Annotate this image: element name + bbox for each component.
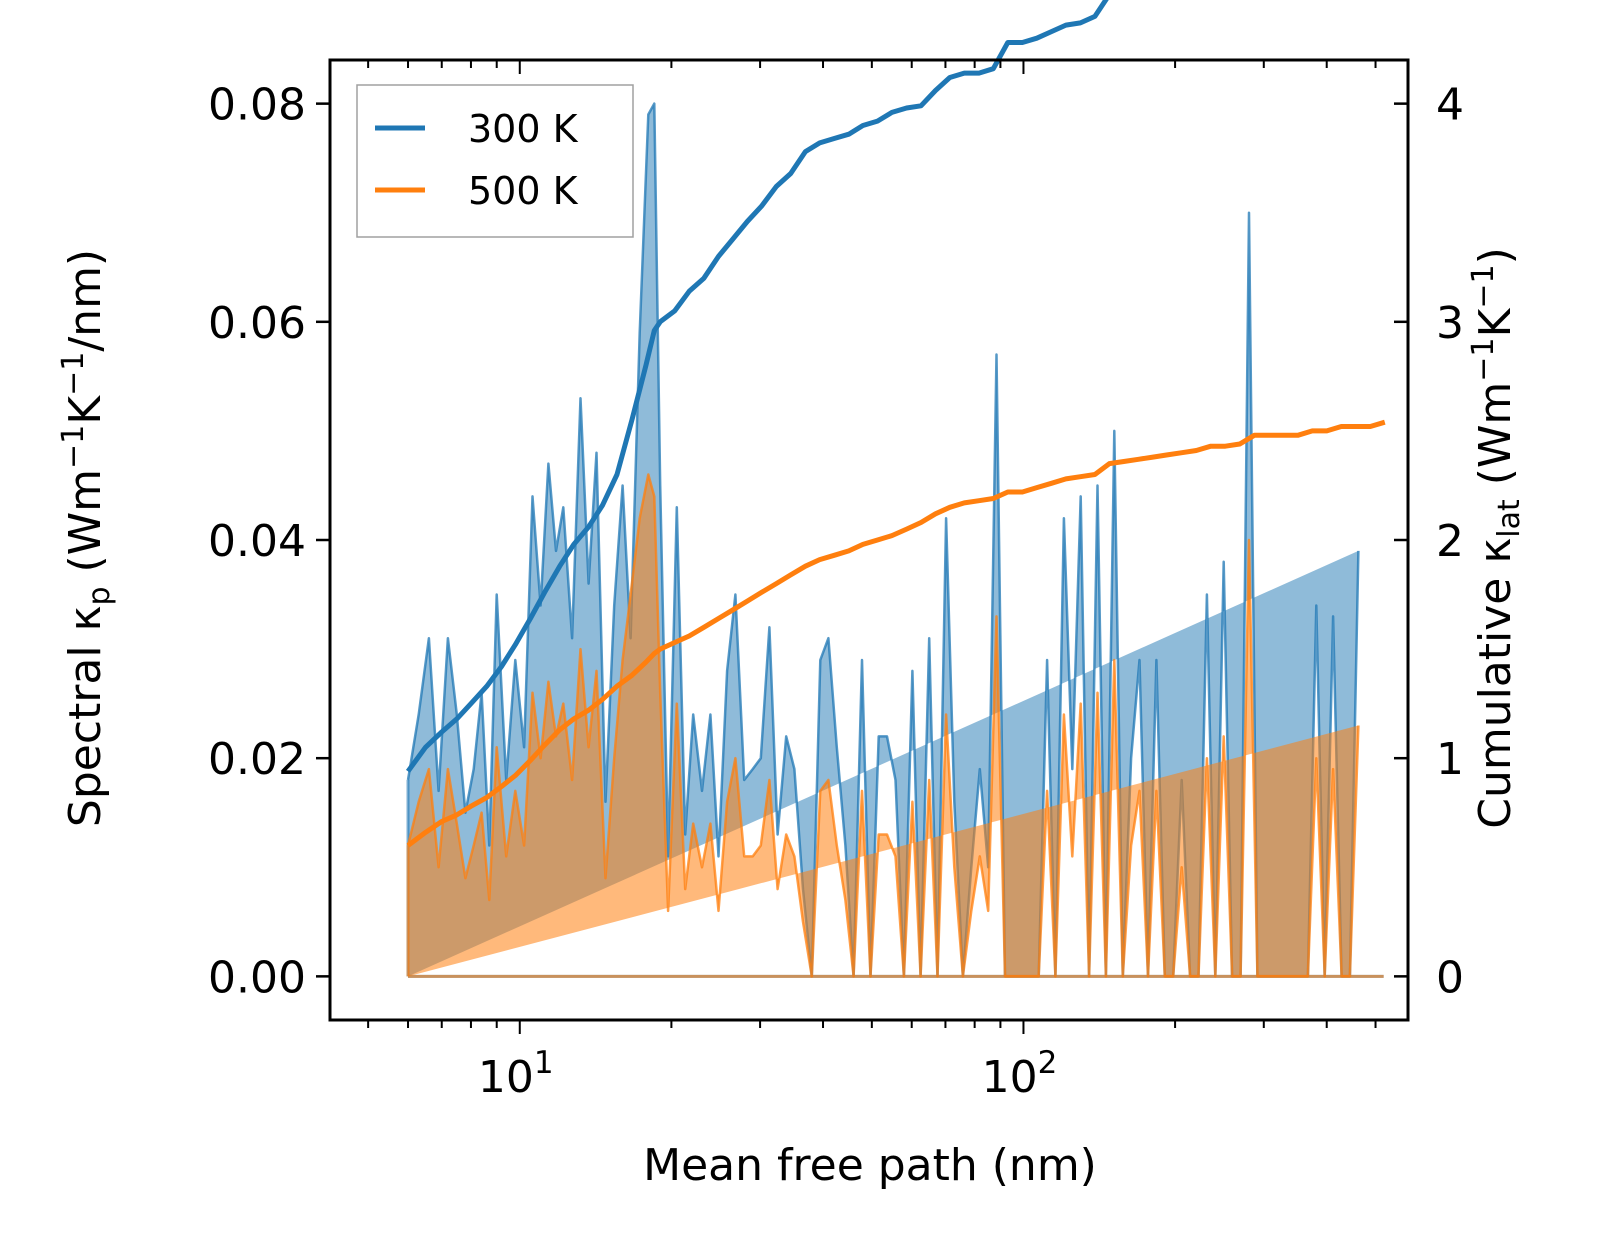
y2-axis-title-end: ) — [1470, 247, 1521, 264]
y-tick-label-4: 0.08 — [208, 80, 306, 131]
legend-label-300k: 300 K — [468, 107, 579, 151]
y2-axis-title-mid: K — [1470, 307, 1521, 337]
y-tick-label-2: 0.04 — [208, 516, 306, 567]
y2-axis-title-exp2: −1 — [1466, 264, 1501, 308]
legend-box — [356, 84, 634, 238]
x-tick-label-exp-0: 1 — [534, 1045, 554, 1081]
cumulative-line-500k — [406, 419, 1386, 848]
y-axis-title-units: (Wm — [60, 469, 111, 587]
x-axis-title: Mean free path (nm) — [643, 1140, 1097, 1191]
x-tick-label-0: 101 — [478, 1045, 554, 1103]
y2-axis-title-sub: lat — [1492, 499, 1527, 538]
y2-tick-label-4: 4 — [1436, 80, 1464, 131]
spectral-line-500k — [406, 473, 1360, 978]
legend-label-500k: 500 K — [468, 169, 579, 213]
y-axis-title-sub: p — [82, 586, 117, 605]
x-tick-label-1: 102 — [982, 1045, 1058, 1103]
y2-axis-title-main: Cumulative κ — [1470, 538, 1521, 829]
y-axis-title-mid: K — [60, 395, 111, 425]
y2-tick-label-1: 1 — [1436, 734, 1464, 785]
cumulative-line-300k — [405, 0, 1109, 773]
legend: 300 K 500 K — [356, 84, 634, 238]
y-tick-label-3: 0.06 — [208, 298, 306, 349]
plot-frame — [328, 58, 1410, 1022]
y2-tick-label-3: 3 — [1436, 298, 1464, 349]
x-tick-label-exp-1: 2 — [1038, 1045, 1058, 1081]
y-tick-label-1: 0.02 — [208, 734, 306, 785]
y-axis-title-end: /nm) — [60, 249, 111, 352]
y2-tick-label-2: 2 — [1436, 516, 1464, 567]
y-axis-title-main: Spectral κ — [60, 606, 111, 828]
y-axis-title: Spectral κp (Wm−1K−1/nm) — [56, 249, 117, 827]
x-tick-label-base-0: 10 — [478, 1052, 534, 1103]
y2-axis-title-units: (Wm — [1470, 382, 1521, 500]
y2-tick-label-0: 0 — [1436, 952, 1464, 1003]
y-axis-title-exp2: −1 — [56, 352, 91, 396]
y-axis-title-exp1: −1 — [56, 425, 91, 469]
y2-axis-title-exp1: −1 — [1466, 337, 1501, 381]
x-tick-label-base-1: 10 — [982, 1052, 1038, 1103]
y2-axis-title: Cumulative κlat (Wm−1K−1) — [1466, 247, 1527, 829]
plot-layer — [405, 0, 1386, 978]
y-tick-label-0: 0.00 — [208, 952, 306, 1003]
spectral-area-500k — [408, 474, 1359, 977]
